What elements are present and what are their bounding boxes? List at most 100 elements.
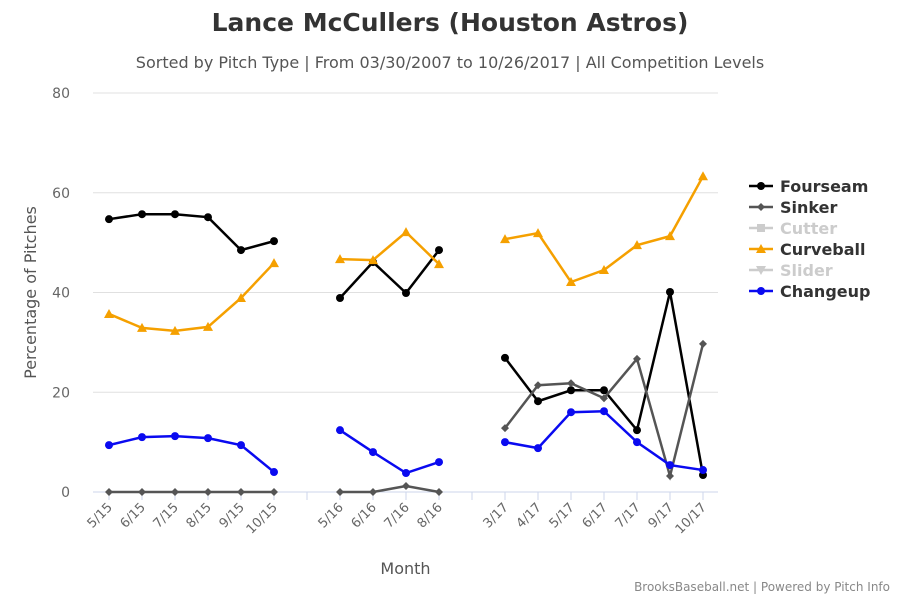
data-point-sinker [402, 482, 410, 491]
data-point-curveball [137, 322, 147, 332]
series-curveball [104, 171, 708, 335]
x-tick-label: 8/16 [415, 500, 446, 531]
data-point-changeup [105, 441, 113, 450]
data-point-changeup [402, 469, 410, 478]
data-point-changeup [699, 466, 707, 475]
y-tick-label: 20 [52, 385, 70, 401]
data-point-fourseam [105, 215, 113, 224]
data-point-curveball [566, 277, 576, 287]
data-point-curveball [632, 240, 642, 250]
legend-item-cutter[interactable]: Cutter [749, 219, 837, 238]
data-point-curveball [368, 255, 378, 265]
x-tick-label: 6/15 [118, 500, 149, 531]
data-point-curveball [236, 292, 246, 302]
legend-item-changeup[interactable]: Changeup [749, 282, 870, 301]
data-point-changeup [435, 458, 443, 467]
legend-label: Cutter [780, 219, 837, 238]
data-point-changeup [567, 408, 575, 417]
y-axis-label: Percentage of Pitches [21, 206, 40, 379]
x-tick-label: 5/15 [85, 500, 116, 531]
chart-title: Lance McCullers (Houston Astros) [211, 8, 689, 37]
data-point-curveball [599, 265, 609, 275]
data-point-changeup [237, 441, 245, 450]
y-tick-label: 0 [61, 485, 70, 501]
data-point-curveball [104, 308, 114, 318]
data-point-sinker [633, 354, 641, 363]
x-axis-label: Month [380, 559, 430, 578]
data-point-curveball [170, 325, 180, 335]
data-point-sinker [237, 488, 245, 496]
data-point-curveball [698, 171, 708, 181]
series-line-fourseam [108, 212, 705, 476]
x-tick-label: 7/16 [382, 500, 413, 531]
legend-marker-icon [757, 203, 765, 211]
y-tick-label: 80 [52, 86, 70, 102]
chart-subtitle: Sorted by Pitch Type | From 03/30/2007 t… [135, 53, 765, 72]
data-point-curveball [401, 227, 411, 237]
data-point-fourseam [567, 386, 575, 395]
x-tick-label: 4/17 [514, 500, 545, 531]
data-point-fourseam [171, 210, 179, 219]
data-point-sinker [369, 488, 377, 496]
data-point-fourseam [402, 288, 410, 297]
data-point-sinker [699, 339, 707, 348]
data-point-curveball [533, 228, 543, 238]
data-point-sinker [336, 488, 344, 496]
x-tick-label: 7/17 [613, 500, 644, 531]
legend-marker-icon [757, 224, 765, 232]
data-point-sinker [270, 488, 278, 496]
data-point-changeup [633, 438, 641, 447]
data-point-curveball [203, 321, 213, 331]
data-point-curveball [269, 258, 279, 268]
data-point-sinker [138, 488, 146, 496]
data-point-changeup [369, 448, 377, 457]
x-tick-label: 5/16 [316, 500, 347, 531]
x-tick-label: 10/17 [673, 500, 710, 537]
legend-item-sinker[interactable]: Sinker [749, 198, 837, 217]
legend-marker-icon [756, 266, 766, 275]
series-line-changeup [108, 409, 704, 475]
legend-label: Changeup [780, 282, 870, 301]
data-point-changeup [270, 468, 278, 477]
data-point-changeup [138, 433, 146, 442]
data-point-fourseam [204, 213, 212, 222]
data-point-fourseam [666, 288, 674, 297]
series-fourseam [105, 210, 707, 480]
data-point-sinker [600, 394, 608, 403]
legend-marker-icon [757, 287, 765, 295]
data-point-curveball [500, 234, 510, 244]
legend-marker-icon [757, 182, 765, 190]
data-point-sinker [534, 381, 542, 390]
series-line-curveball [108, 175, 705, 333]
data-point-fourseam [534, 397, 542, 406]
data-point-sinker [666, 472, 674, 481]
x-tick-label: 8/15 [184, 500, 215, 531]
data-point-fourseam [633, 426, 641, 435]
data-point-fourseam [270, 237, 278, 246]
series-sinker [105, 339, 707, 496]
legend-item-curveball[interactable]: Curveball [749, 240, 866, 259]
data-point-sinker [435, 488, 443, 496]
credits[interactable]: BrooksBaseball.net | Powered by Pitch In… [634, 580, 890, 594]
x-tick-label: 5/17 [547, 500, 578, 531]
data-point-changeup [666, 461, 674, 470]
data-point-sinker [567, 379, 575, 388]
data-point-curveball [665, 231, 675, 241]
legend-item-fourseam[interactable]: Fourseam [749, 177, 868, 196]
data-point-sinker [204, 488, 212, 496]
legend-label: Curveball [780, 240, 866, 259]
legend-label: Sinker [780, 198, 837, 217]
y-tick-label: 40 [52, 286, 70, 302]
x-tick-label: 6/16 [349, 500, 380, 531]
data-point-fourseam [237, 246, 245, 255]
data-point-fourseam [138, 210, 146, 219]
legend-item-slider[interactable]: Slider [749, 261, 833, 280]
x-tick-label: 10/15 [244, 500, 281, 537]
data-point-fourseam [435, 246, 443, 255]
data-point-sinker [501, 424, 509, 433]
legend-label: Fourseam [780, 177, 868, 196]
data-point-curveball [335, 254, 345, 264]
data-point-fourseam [501, 353, 509, 362]
